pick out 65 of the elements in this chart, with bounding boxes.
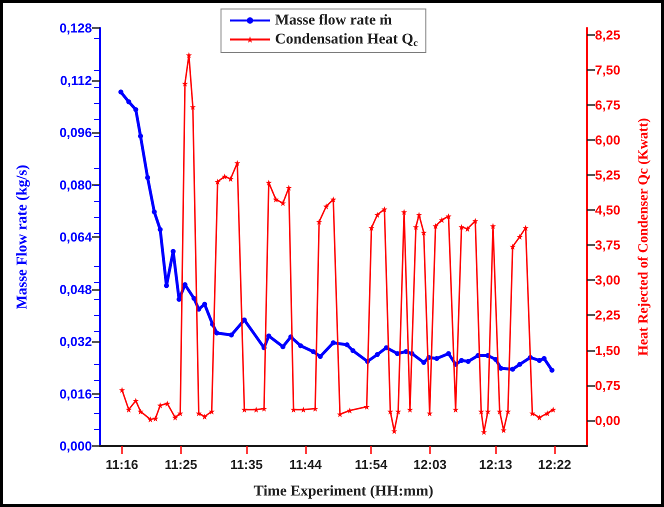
point: [542, 356, 547, 361]
x-tick-label: 11:44: [289, 457, 322, 472]
point: [145, 175, 150, 180]
point: [152, 209, 157, 214]
point: [298, 343, 304, 348]
point: [350, 348, 356, 354]
y-tick-label: 0,048: [59, 282, 92, 297]
point: [266, 333, 272, 338]
point: [158, 226, 163, 232]
point: [498, 366, 504, 371]
y-tick-label: 0,128: [59, 20, 92, 36]
point: [446, 351, 452, 356]
x-tick-label: 11:25: [164, 457, 198, 472]
point: [318, 354, 323, 360]
y-tick-label: 0,096: [59, 125, 92, 140]
point: [434, 356, 440, 361]
point: [517, 362, 522, 367]
y2-tick-label: 0,75: [595, 378, 620, 393]
y2-tick-label: 1,50: [595, 342, 620, 358]
y2-tick-label: 0,00: [595, 412, 620, 428]
y2-tick-label: 5,25: [595, 168, 620, 183]
point: [170, 248, 176, 254]
y2-tick-label: 7,50: [595, 62, 620, 78]
point: [536, 358, 542, 363]
y2-tick-label: 3,00: [595, 272, 620, 288]
legend-label: Masse flow rate ṁ: [275, 12, 393, 28]
y2-tick-label: 6,75: [595, 98, 620, 113]
y-tick-label: 0,016: [59, 386, 92, 402]
y2-tick-label: 4,50: [595, 202, 620, 218]
x-tick-label: 12:13: [478, 457, 512, 472]
point: [133, 107, 138, 112]
y-axis-title: Masse Flow rate (kg/s): [14, 164, 30, 310]
point: [466, 358, 471, 364]
y2-tick-label: 3,75: [595, 238, 620, 253]
x-tick-label: 12:03: [413, 457, 447, 472]
point: [310, 349, 316, 354]
y2-tick-label: 2,25: [595, 308, 620, 323]
point: [228, 332, 234, 338]
y-tick-label: 0,064: [59, 230, 93, 244]
point: [214, 330, 220, 336]
x-axis-title: Time Experiment (HH:mm): [254, 484, 434, 500]
point: [459, 358, 464, 363]
y2-tick-label: 6,00: [595, 132, 620, 148]
point: [126, 99, 132, 104]
point: [164, 283, 169, 288]
point: [374, 352, 380, 358]
point: [421, 360, 426, 365]
y-tick-label: 0,080: [59, 177, 92, 192]
y-tick-label: 0,032: [59, 334, 92, 349]
point: [138, 134, 144, 139]
point: [344, 342, 350, 348]
x-tick-label: 11:16: [106, 457, 138, 472]
line-series: [118, 90, 554, 373]
point: [330, 340, 336, 346]
y2-tick-label: 8,25: [595, 28, 620, 43]
y-tick-label: 0,112: [60, 72, 92, 88]
x-tick-label: 11:35: [230, 457, 263, 472]
y-tick-label: 0,000: [59, 438, 92, 454]
x-tick-label: 11:54: [354, 457, 388, 472]
point: [280, 344, 286, 350]
point: [549, 368, 554, 373]
x-tick-label: 12:22: [538, 457, 572, 472]
point: [510, 366, 516, 372]
point: [118, 90, 124, 95]
y2-axis-title: Heat Rejected of Condenser Qc (Kwatt): [636, 118, 652, 356]
